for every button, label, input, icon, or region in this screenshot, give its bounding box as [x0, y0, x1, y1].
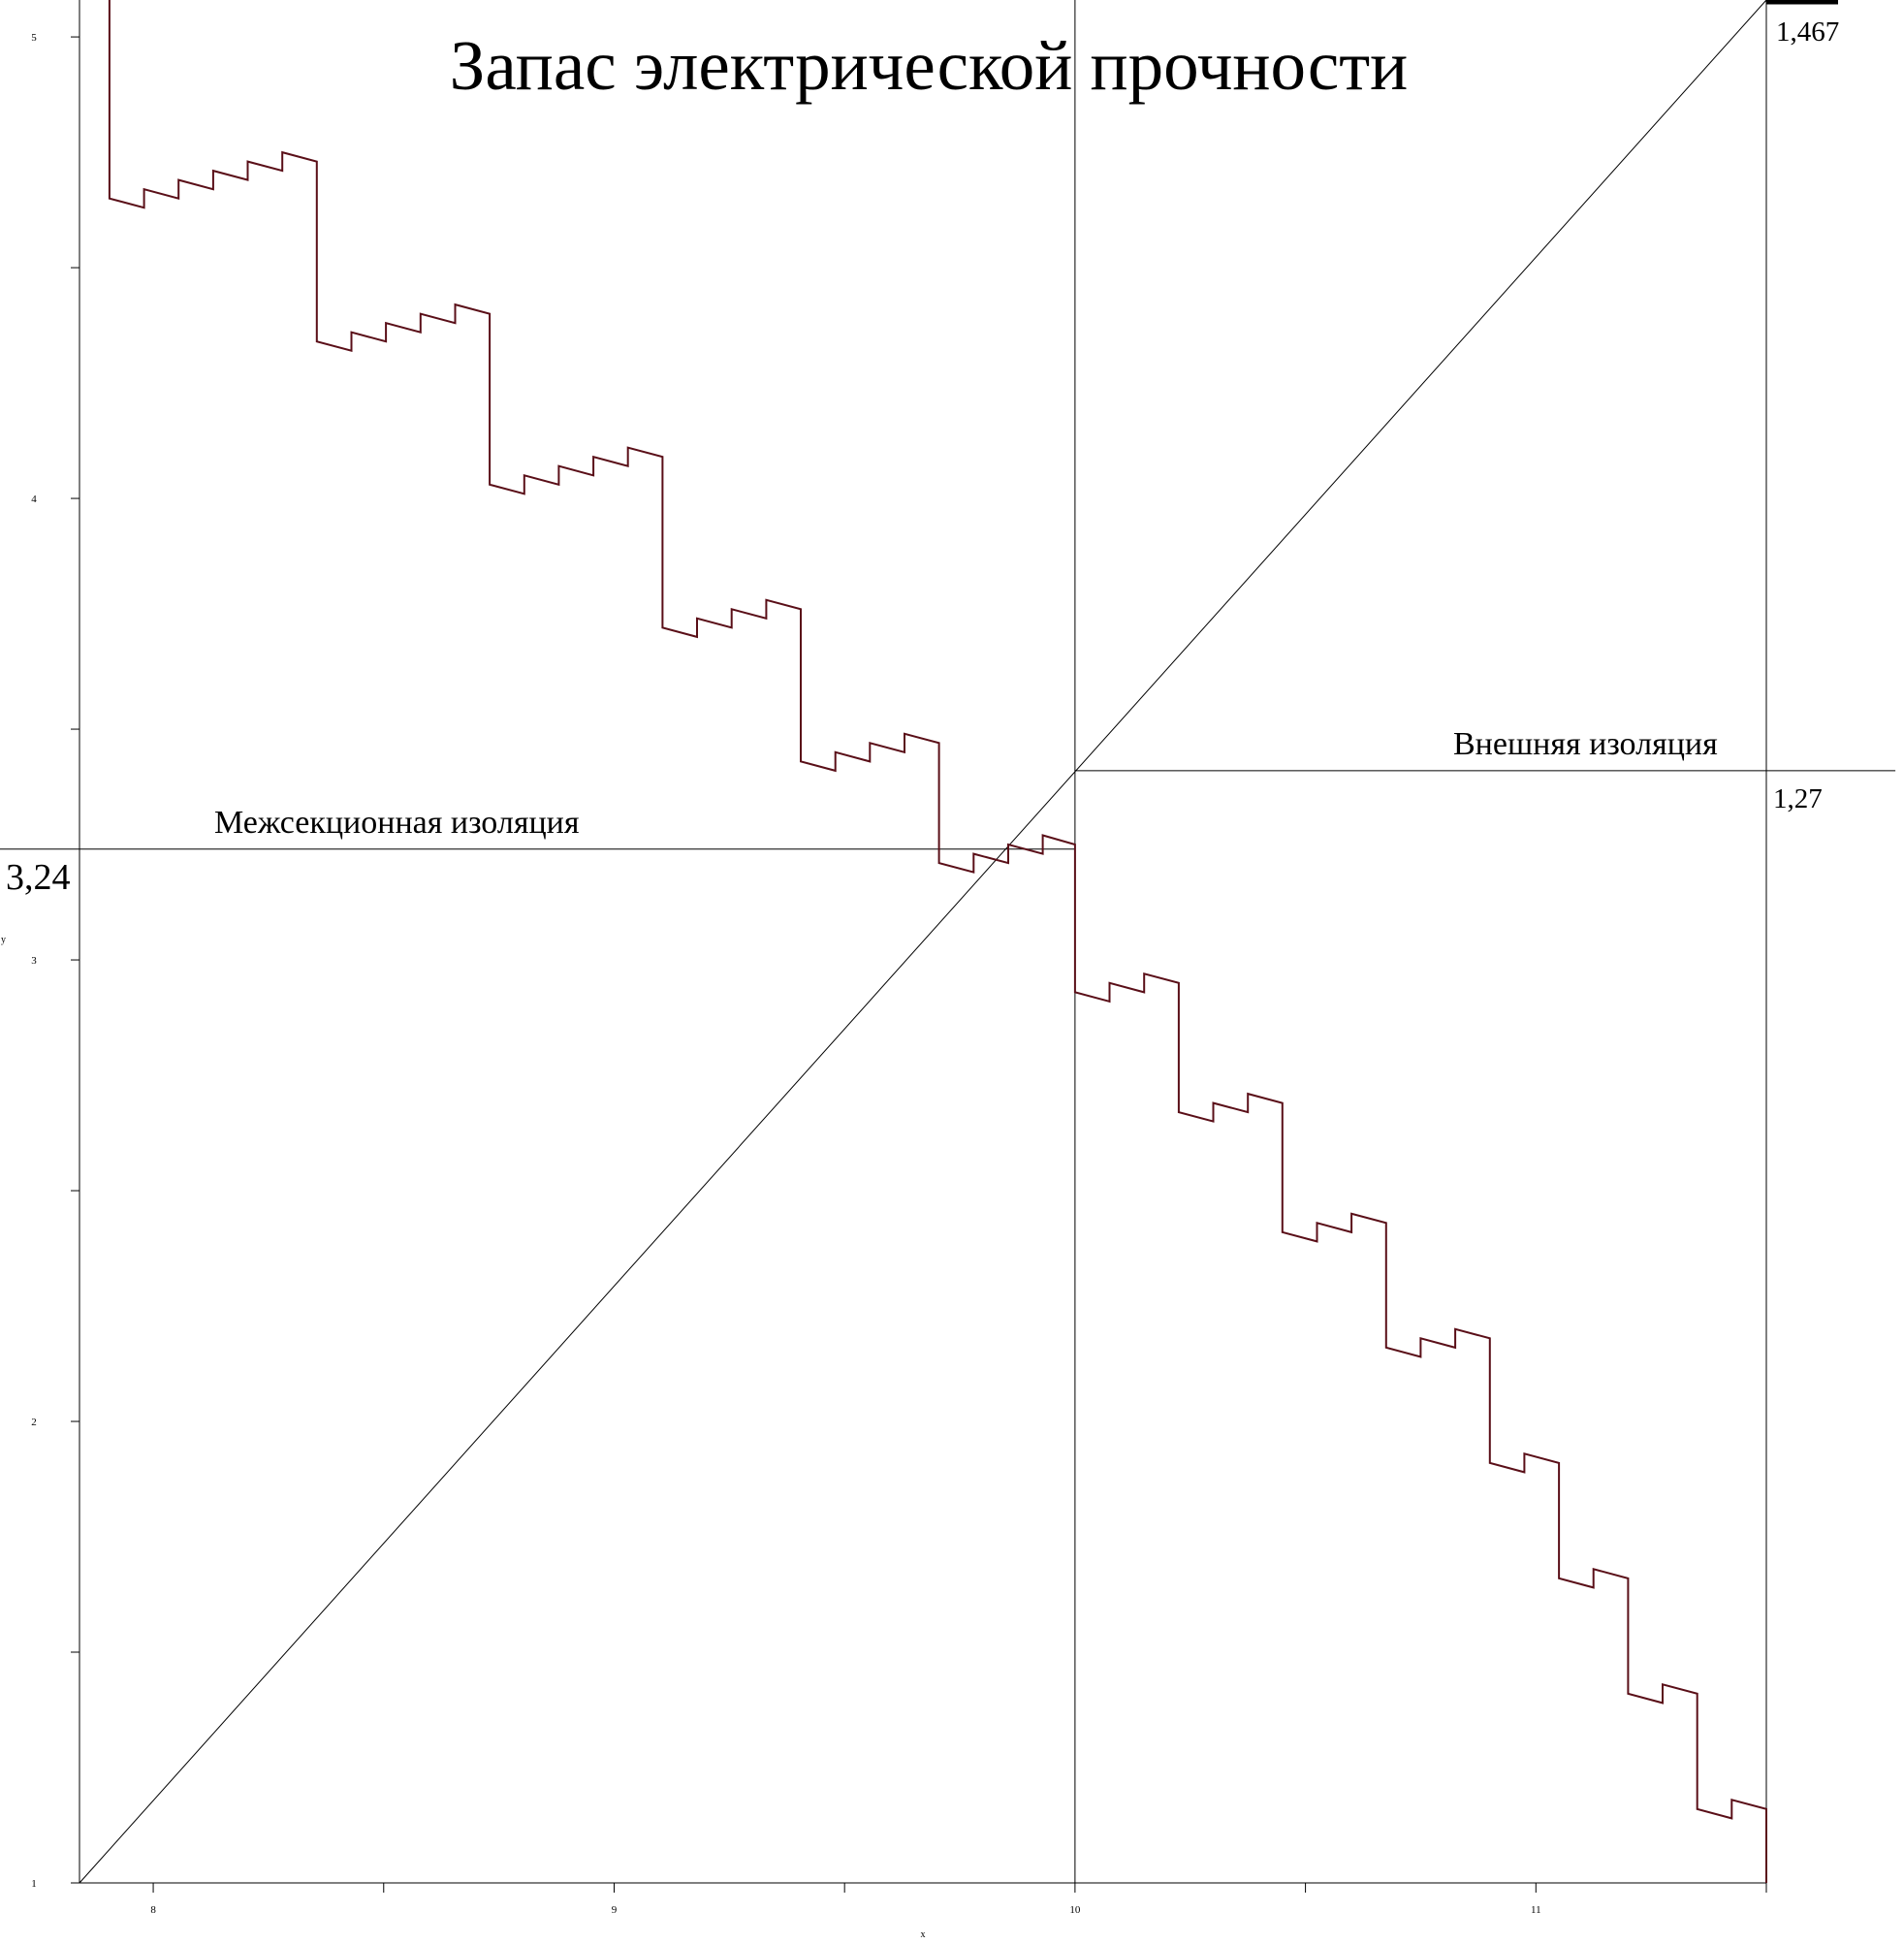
x-tick-label-8: 8 [150, 1904, 156, 1916]
y-tick-label-4: 4 [31, 494, 37, 505]
y-tick-label-5: 5 [31, 32, 37, 44]
x-tick-label-10: 10 [1069, 1904, 1081, 1916]
chart-title: Запас электрической прочности [450, 26, 1408, 105]
x-tick-label-11: 11 [1531, 1904, 1541, 1916]
annotation-inter-section: Межсекционная изоляция [214, 805, 580, 841]
y-tick-label-1: 1 [31, 1878, 37, 1890]
annotation-value-top: 1,467 [1776, 16, 1839, 48]
y-tick-label-3: 3 [31, 955, 37, 967]
y-tick-label-2: 2 [31, 1417, 37, 1428]
annotation-external: Внешняя изоляция [1453, 726, 1718, 762]
x-axis-label: x [921, 1929, 926, 1939]
x-tick-label-9: 9 [612, 1904, 618, 1916]
series-step-line [108, 0, 1767, 1883]
annotation-value-left: 3,24 [6, 857, 71, 898]
y-axis-label: y [1, 935, 6, 945]
diagonal-reference-line [79, 0, 1767, 1884]
annotation-value-right: 1,27 [1773, 783, 1823, 814]
